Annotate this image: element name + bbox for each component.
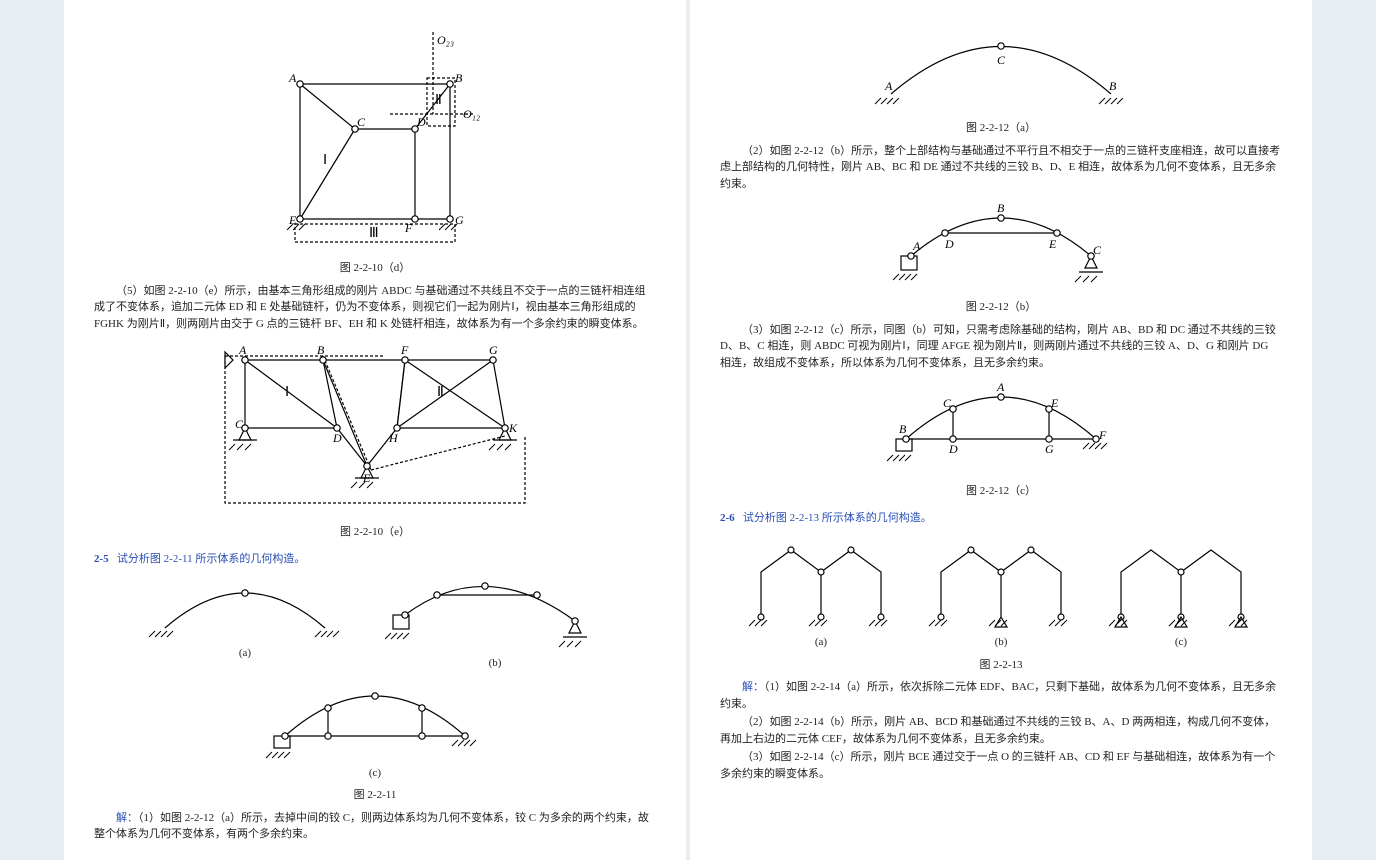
svg-text:K: K: [508, 421, 518, 435]
problem-2-6: 2-6 试分析图 2-2-13 所示体系的几何构造。: [720, 510, 1282, 527]
figure-2-2-10-d: A B C D E F G O₂₃ O₁₂ Ⅰ Ⅱ Ⅲ: [94, 24, 656, 254]
problem-2-5: 2-5 试分析图 2-2-11 所示体系的几何构造。: [94, 551, 656, 568]
fig-2-2-12-a-caption: 图 2-2-12（a）: [720, 120, 1282, 137]
left-page: A B C D E F G O₂₃ O₁₂ Ⅰ Ⅱ Ⅲ 图 2-2-10（d） （5）如图 2…: [64, 0, 686, 860]
sublabel-b: (b): [489, 655, 502, 672]
figure-2-2-12-a: A C B: [720, 24, 1282, 114]
solution-1: 解：（1）如图 2-2-12（a）所示，去掉中间的铰 C，则两边体系均为几何不变…: [94, 810, 656, 843]
svg-text:B: B: [899, 422, 907, 436]
solve-label: 解：: [116, 812, 138, 824]
svg-text:E: E: [288, 213, 297, 227]
svg-text:Ⅰ: Ⅰ: [323, 153, 327, 168]
sublabel-13b: (b): [995, 634, 1008, 651]
sublabel-c: (c): [369, 765, 381, 782]
solution-r2: （2）如图 2-2-14（b）所示，刚片 AB、BCD 和基础通过不共线的三铰 …: [720, 714, 1282, 747]
fig-2-2-10-e-caption: 图 2-2-10（e）: [94, 524, 656, 541]
svg-text:B: B: [455, 71, 463, 85]
figure-2-2-11-row1: (a): [94, 573, 656, 672]
svg-text:B: B: [1109, 79, 1117, 93]
sublabel-13c: (c): [1175, 634, 1187, 651]
svg-text:Ⅱ: Ⅱ: [437, 385, 444, 400]
solution-r3: （3）如图 2-2-14（c）所示，刚片 BCE 通过交于一点 O 的三链杆 A…: [720, 749, 1282, 782]
svg-text:C: C: [943, 396, 952, 410]
problem-number: 2-5: [94, 553, 109, 565]
solution-r1: 解：（1）如图 2-2-14（a）所示，依次拆除二元体 EDF、BAC，只剩下基…: [720, 679, 1282, 712]
svg-text:E: E: [1048, 237, 1057, 251]
problem-number-26: 2-6: [720, 512, 735, 524]
solve-text-r1: （1）如图 2-2-14（a）所示，依次拆除二元体 EDF、BAC，只剩下基础，…: [720, 681, 1276, 710]
fig-2-2-11-c: (c): [94, 678, 656, 782]
svg-text:Ⅰ: Ⅰ: [285, 385, 289, 400]
right-page: A C B 图 2-2-12（a） （2）如图 2-2-12（b）所示，整个上部结构…: [690, 0, 1312, 860]
svg-text:H: H: [388, 431, 399, 445]
figure-2-2-12-b: A B C D E: [720, 198, 1282, 293]
svg-text:O₂₃: O₂₃: [437, 33, 454, 47]
svg-text:Ⅲ: Ⅲ: [369, 226, 379, 241]
fig-2-2-11-b: (b): [385, 573, 605, 672]
svg-text:F: F: [404, 221, 413, 235]
svg-text:D: D: [948, 442, 958, 456]
svg-text:A: A: [996, 380, 1005, 394]
sublabel-a: (a): [239, 645, 251, 662]
svg-text:G: G: [455, 213, 464, 227]
problem-text-26: 试分析图 2-2-13 所示体系的几何构造。: [743, 512, 932, 524]
para-5: （5）如图 2-2-10（e）所示，由基本三角形组成的刚片 ABDC 与基础通过…: [94, 283, 656, 333]
fig-2-2-10-d-svg: A B C D E F G O₂₃ O₁₂ Ⅰ Ⅱ Ⅲ: [245, 24, 505, 254]
svg-text:C: C: [235, 417, 244, 431]
svg-text:B: B: [317, 343, 325, 357]
svg-text:D: D: [332, 431, 342, 445]
fig-2-2-13-caption: 图 2-2-13: [720, 657, 1282, 674]
svg-text:D: D: [416, 115, 426, 129]
fig-2-2-12-c-caption: 图 2-2-12（c）: [720, 483, 1282, 500]
svg-text:O₁₂: O₁₂: [463, 107, 480, 121]
page-spread: A B C D E F G O₂₃ O₁₂ Ⅰ Ⅱ Ⅲ 图 2-2-10（d） （5）如图 2…: [64, 0, 1312, 860]
svg-text:Ⅱ: Ⅱ: [435, 93, 442, 108]
solve-label-r: 解：: [742, 681, 764, 693]
svg-text:A: A: [912, 239, 921, 253]
para-r2: （2）如图 2-2-12（b）所示，整个上部结构与基础通过不平行且不相交于一点的…: [720, 143, 1282, 193]
fig-2-2-11-caption: 图 2-2-11: [94, 787, 656, 804]
svg-text:E: E: [1050, 396, 1059, 410]
svg-text:B: B: [997, 201, 1005, 215]
fig-2-2-11-a: (a): [145, 573, 345, 672]
svg-text:E: E: [362, 471, 371, 485]
svg-text:A: A: [884, 79, 893, 93]
figure-2-2-10-e: A B F G C D H K E Ⅰ Ⅱ: [94, 338, 656, 518]
svg-text:A: A: [238, 343, 247, 357]
para-r3: （3）如图 2-2-12（c）所示，同图（b）可知，只需考虑除基础的结构，刚片 …: [720, 322, 1282, 372]
svg-text:C: C: [1093, 243, 1102, 257]
svg-text:C: C: [997, 53, 1006, 67]
fig-2-2-13-c: (c): [1101, 532, 1261, 651]
sublabel-13a: (a): [815, 634, 827, 651]
fig-2-2-10-e-svg: A B F G C D H K E Ⅰ Ⅱ: [205, 338, 545, 518]
figure-2-2-12-c: B A F C E D G: [720, 377, 1282, 477]
fig-2-2-13-b: (b): [921, 532, 1081, 651]
figure-2-2-13-row: (a): [720, 532, 1282, 651]
svg-text:C: C: [357, 115, 366, 129]
svg-text:G: G: [1045, 442, 1054, 456]
fig-2-2-10-d-caption: 图 2-2-10（d）: [94, 260, 656, 277]
problem-text: 试分析图 2-2-11 所示体系的几何构造。: [117, 553, 305, 565]
fig-2-2-12-b-caption: 图 2-2-12（b）: [720, 299, 1282, 316]
svg-text:A: A: [288, 71, 297, 85]
svg-text:F: F: [1098, 428, 1107, 442]
svg-text:G: G: [489, 343, 498, 357]
solve-text-1: （1）如图 2-2-12（a）所示，去掉中间的铰 C，则两边体系均为几何不变体系…: [94, 812, 649, 841]
svg-text:D: D: [944, 237, 954, 251]
fig-2-2-13-a: (a): [741, 532, 901, 651]
svg-text:F: F: [400, 343, 409, 357]
